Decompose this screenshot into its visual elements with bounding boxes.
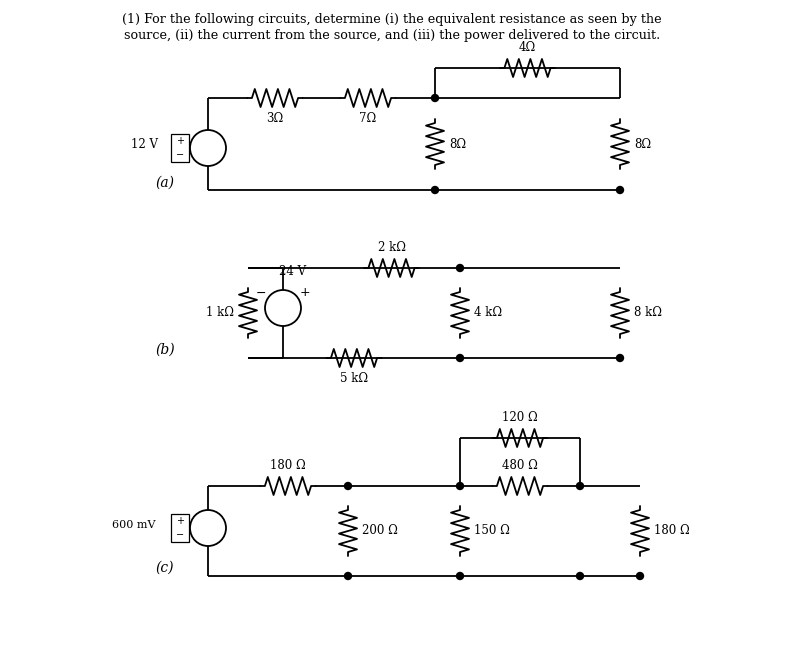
Circle shape [432, 95, 439, 101]
Circle shape [345, 572, 352, 580]
Bar [171, 134, 189, 162]
Text: 2 kΩ: 2 kΩ [378, 241, 406, 254]
Text: 8 kΩ: 8 kΩ [634, 307, 662, 320]
Text: −: − [176, 530, 184, 540]
Circle shape [637, 572, 644, 580]
Text: +: + [300, 286, 310, 299]
Text: (b): (b) [155, 343, 174, 357]
Text: (1) For the following circuits, determine (i) the equivalent resistance as seen : (1) For the following circuits, determin… [122, 14, 662, 26]
Bar [171, 514, 189, 542]
Circle shape [457, 355, 463, 361]
Text: 180 Ω: 180 Ω [654, 524, 690, 538]
Circle shape [457, 265, 463, 272]
Text: 1 kΩ: 1 kΩ [206, 307, 234, 320]
Text: +: + [176, 136, 184, 146]
Text: 600 mV: 600 mV [112, 520, 156, 530]
Text: 5 kΩ: 5 kΩ [340, 372, 368, 385]
Text: 120 Ω: 120 Ω [502, 411, 538, 424]
Text: 7Ω: 7Ω [360, 112, 377, 125]
Text: 200 Ω: 200 Ω [362, 524, 398, 538]
Text: 8Ω: 8Ω [449, 138, 466, 151]
Text: 12 V: 12 V [131, 138, 158, 151]
Text: (a): (a) [155, 176, 174, 190]
Text: 480 Ω: 480 Ω [502, 459, 538, 472]
Text: 180 Ω: 180 Ω [270, 459, 306, 472]
Text: 150 Ω: 150 Ω [474, 524, 510, 538]
Text: −: − [256, 286, 266, 299]
Circle shape [616, 186, 623, 193]
Circle shape [576, 482, 583, 490]
Text: 3Ω: 3Ω [266, 112, 283, 125]
Text: source, (ii) the current from the source, and (iii) the power delivered to the c: source, (ii) the current from the source… [124, 30, 660, 43]
Text: 8Ω: 8Ω [634, 138, 651, 151]
Circle shape [345, 482, 352, 490]
Text: 24 V: 24 V [279, 265, 307, 278]
Text: (c): (c) [155, 561, 173, 575]
Text: 4 kΩ: 4 kΩ [474, 307, 502, 320]
Text: 4Ω: 4Ω [519, 41, 536, 54]
Circle shape [616, 355, 623, 361]
Text: +: + [176, 516, 184, 526]
Text: −: − [176, 150, 184, 160]
Circle shape [457, 482, 463, 490]
Circle shape [457, 572, 463, 580]
Circle shape [576, 572, 583, 580]
Circle shape [432, 186, 439, 193]
